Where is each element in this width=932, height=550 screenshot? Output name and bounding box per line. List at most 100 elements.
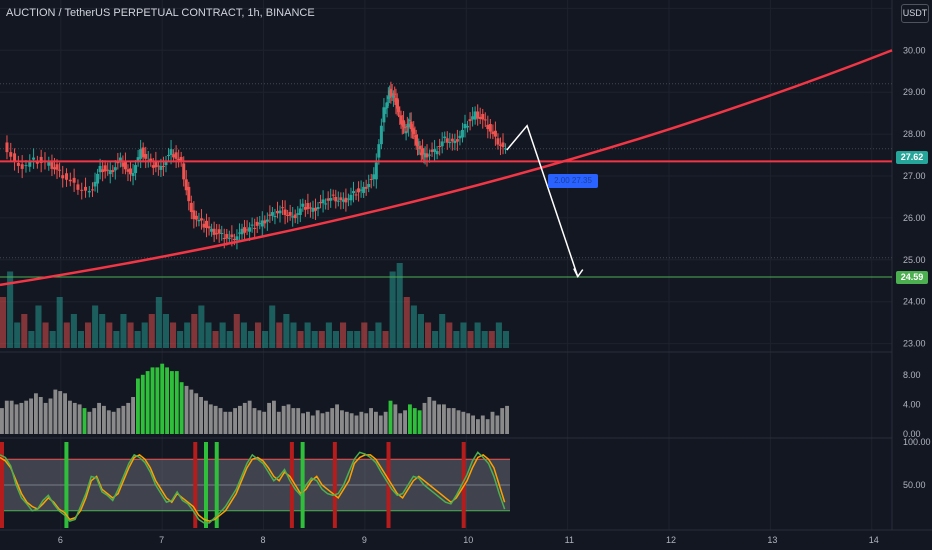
volume-bar (106, 322, 113, 348)
histogram-bar (213, 405, 218, 434)
volume-bar (410, 305, 417, 348)
volume-bar (141, 322, 148, 348)
candle-body (87, 191, 91, 193)
histogram-bar (330, 408, 335, 434)
candle-body (227, 237, 231, 239)
histogram-bar (505, 405, 509, 434)
histogram-bar (199, 397, 203, 434)
volume-bar (439, 314, 446, 348)
x-tick-label: 6 (58, 535, 63, 545)
candle-body (90, 189, 94, 191)
candle-body (418, 146, 422, 150)
histogram-bar (145, 371, 150, 434)
candle-body (230, 234, 234, 238)
candle-body (235, 236, 239, 241)
candle-body (382, 107, 386, 123)
candle-body (55, 164, 59, 170)
histogram-bar (174, 371, 179, 434)
histogram-bar (19, 402, 24, 434)
candle-body (245, 229, 249, 231)
volume-bar (0, 297, 7, 348)
histogram-bar (9, 400, 14, 434)
volume-bar (403, 297, 410, 348)
candle-body (453, 140, 457, 144)
volume-bar (233, 314, 240, 348)
volume-bar (226, 331, 233, 348)
oscillator-tick: 100.00 (903, 437, 931, 447)
histogram-bar (320, 413, 325, 434)
volume-bar (269, 305, 276, 348)
histogram-bar (238, 405, 242, 434)
candle-body (265, 219, 269, 222)
volume-bar (290, 322, 297, 348)
indicator-tick: 0.00 (903, 429, 921, 439)
candle-body (458, 135, 462, 139)
candle-body (425, 153, 429, 158)
candle-body (255, 221, 259, 226)
candle-body (116, 162, 120, 164)
histogram-bar (218, 408, 223, 434)
candle-body (396, 106, 400, 113)
volume-bar (382, 331, 389, 348)
histogram-bar (272, 400, 276, 434)
volume-bar (212, 331, 219, 348)
candle-body (58, 169, 62, 171)
histogram-bar (427, 397, 432, 434)
histogram-bar (223, 411, 228, 434)
histogram-bar (369, 408, 373, 434)
oversold-marker (64, 442, 69, 528)
overbought-marker (193, 442, 198, 528)
histogram-bar (170, 371, 174, 434)
oscillator-line (0, 454, 506, 522)
x-tick-label: 8 (261, 535, 266, 545)
current-price-badge: 27.62 (896, 151, 928, 164)
projection-arrowhead (573, 268, 584, 279)
histogram-bar (432, 400, 437, 434)
candle-body (250, 224, 254, 226)
histogram-bar (165, 367, 169, 434)
candle-body (111, 170, 115, 173)
candle-body (390, 93, 394, 96)
histogram-bar (233, 408, 237, 434)
candle-body (460, 129, 464, 138)
histogram-bar (179, 382, 184, 434)
histogram-bar (378, 415, 383, 434)
volume-bar (127, 322, 134, 348)
volume-bar (177, 331, 184, 348)
projection-path (506, 124, 579, 277)
indicator-tick: 4.00 (903, 399, 921, 409)
histogram-bar (160, 363, 165, 434)
volume-bar (304, 322, 311, 348)
candle-body (232, 238, 236, 241)
histogram-bar (451, 408, 456, 434)
histogram-bar (106, 410, 111, 434)
candle-body (298, 208, 302, 215)
candle-body (311, 207, 315, 212)
volume-bar (113, 331, 120, 348)
volume-bar (460, 322, 467, 348)
symbol-title: AUCTION / TetherUS PERPETUAL CONTRACT, 1… (6, 7, 315, 19)
candle-body (450, 138, 454, 142)
candle-body (316, 207, 320, 210)
candle-body (39, 156, 43, 164)
x-tick-label: 11 (565, 535, 574, 545)
candle-body (385, 102, 389, 109)
candle-body (275, 210, 279, 214)
histogram-bar (403, 410, 407, 434)
volume-bar (354, 331, 361, 348)
volume-bar (56, 297, 63, 348)
histogram-bar (247, 400, 252, 434)
y-tick-label: 25.00 (903, 255, 926, 265)
currency-button[interactable]: USDT (901, 4, 929, 23)
candle-body (377, 144, 381, 158)
volume-bar (63, 322, 70, 348)
candle-body (395, 98, 399, 109)
candle-body (313, 207, 317, 211)
histogram-bar (344, 411, 349, 434)
histogram-bar (87, 411, 92, 434)
histogram-bar (398, 413, 403, 434)
volume-bar (247, 331, 254, 348)
candle-body (468, 119, 472, 122)
